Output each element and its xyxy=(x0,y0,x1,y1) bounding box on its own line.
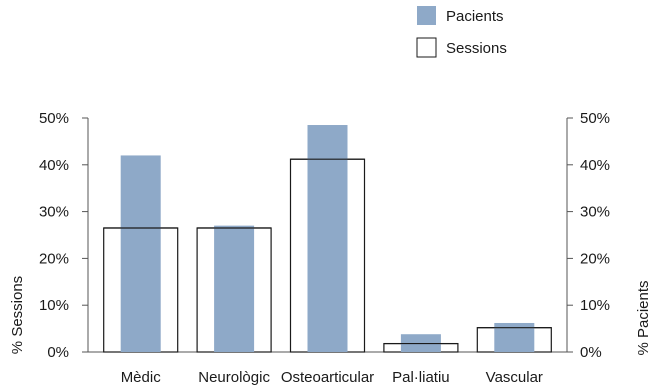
bars xyxy=(103,125,552,353)
category-label: Vascular xyxy=(486,369,543,386)
legend-label: Pacients xyxy=(446,8,504,25)
left-tick-label: 40% xyxy=(39,157,69,174)
left-tick-label: 50% xyxy=(39,110,69,127)
bar-pacients xyxy=(214,225,255,352)
legend-swatch xyxy=(417,6,436,25)
left-tick-label: 30% xyxy=(39,204,69,221)
legend-swatch xyxy=(416,37,437,58)
right-tick-label: 20% xyxy=(580,250,610,267)
left-tick-label: 0% xyxy=(47,344,69,361)
bar-pacients xyxy=(307,125,348,353)
y-axis-title-left: % Sessions xyxy=(9,276,26,354)
right-ticks: 0% 10% 20% 30% 40% 50% xyxy=(567,110,610,361)
y-axis-title-right: % Pacients xyxy=(635,280,652,355)
left-ticks: 0% 10% 20% 30% 40% 50% xyxy=(39,110,88,361)
left-tick-label: 20% xyxy=(39,250,69,267)
category-label: Neurològic xyxy=(198,369,270,386)
left-tick-label: 10% xyxy=(39,297,69,314)
right-tick-label: 0% xyxy=(580,344,602,361)
right-tick-label: 30% xyxy=(580,204,610,221)
category-label: Pal·liatiu xyxy=(392,369,450,386)
right-tick-label: 50% xyxy=(580,110,610,127)
legend: Pacients Sessions xyxy=(416,6,507,58)
legend-label: Sessions xyxy=(446,40,507,57)
category-labels: Mèdic Neurològic Osteoarticular Pal·liatiu V… xyxy=(121,369,543,386)
right-tick-label: 10% xyxy=(580,297,610,314)
category-label: Osteoarticular xyxy=(281,369,374,386)
category-label: Mèdic xyxy=(121,369,162,386)
bar-pacients xyxy=(120,155,161,352)
right-tick-label: 40% xyxy=(580,157,610,174)
